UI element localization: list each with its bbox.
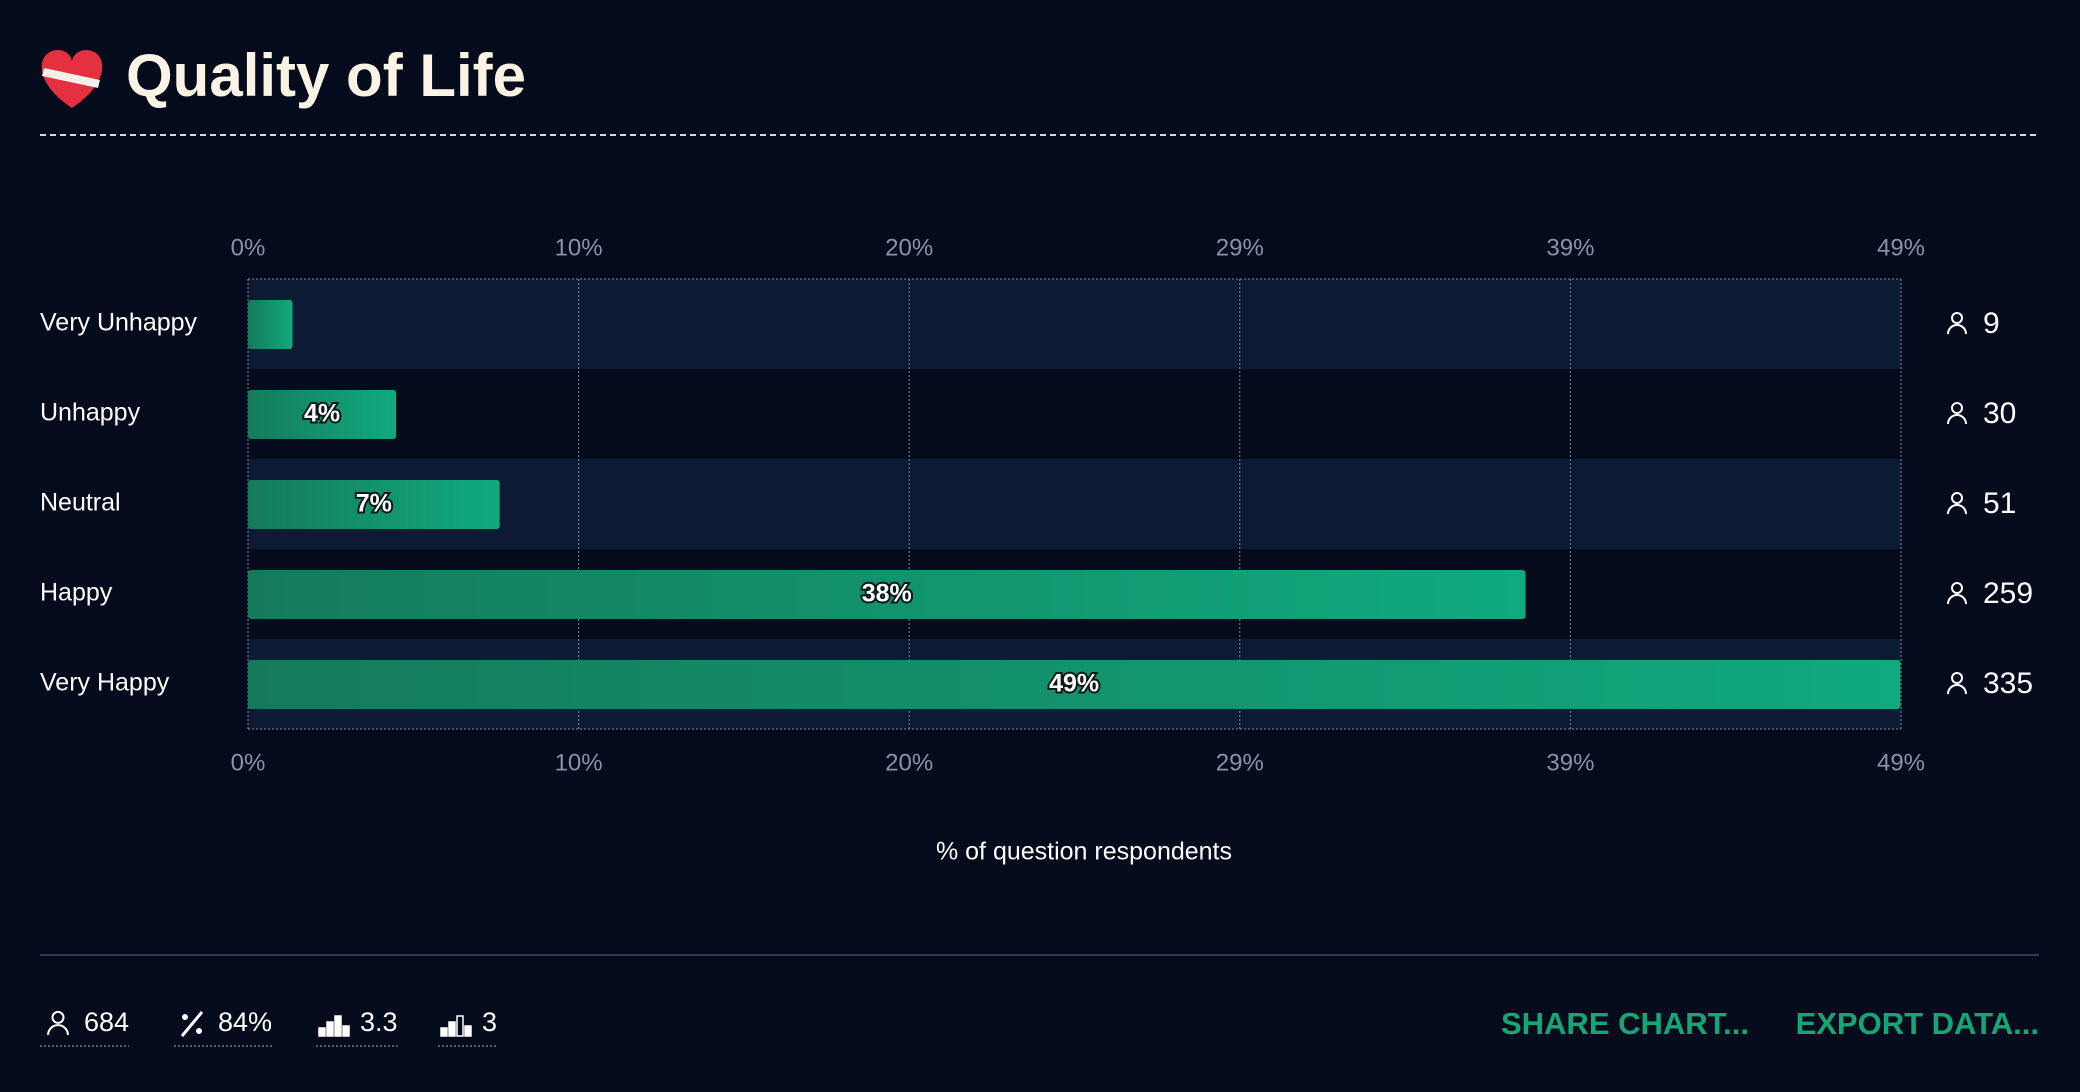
x-tick-label: 10% [555,749,603,776]
footer-stat: 684 [84,1007,129,1037]
x-tick-label: 49% [1877,749,1925,776]
value-label: 7% [356,490,392,518]
bar [248,480,500,529]
title: Quality of Life [126,42,526,109]
category-label: Unhappy [40,399,141,427]
x-tick-label: 0% [231,749,266,776]
x-tick-label: 20% [885,234,933,261]
x-tick-label: 39% [1546,234,1594,261]
person-icon [1951,672,1963,684]
respondent-count: 51 [1983,487,2016,520]
value-label: 49% [1049,670,1099,698]
stat-icon [342,1025,350,1037]
x-tick-label: 0% [231,234,266,261]
respondent-count: 30 [1983,397,2016,430]
value-label: 4% [304,400,340,428]
stat-icon [440,1027,448,1037]
stat-icon [456,1015,464,1037]
category-label: Neutral [40,489,121,517]
person-icon [1947,324,1967,335]
footer-stat: 84% [218,1007,272,1037]
x-tick-label: 39% [1546,749,1594,776]
action-button[interactable]: SHARE CHART... [1501,1006,1749,1041]
bar [248,660,1901,709]
stat-icon [326,1021,334,1037]
percent-icon [196,1028,202,1034]
person-icon [1951,582,1963,594]
x-tick-label: 10% [555,234,603,261]
x-tick-label: 20% [885,749,933,776]
x-tick-label: 29% [1216,234,1264,261]
person-icon [1947,684,1967,695]
percent-icon [182,1014,188,1020]
footer-stat: 3 [482,1007,497,1037]
stat-icon [464,1025,472,1037]
bar [248,570,1526,619]
category-label: Happy [40,579,113,607]
person-icon [1951,312,1963,324]
person-icon [1951,402,1963,414]
title-icon [41,50,103,108]
person-icon [47,1024,69,1036]
category-label: Very Unhappy [40,309,198,337]
value-label: 38% [862,580,912,608]
respondent-count: 9 [1983,307,2000,340]
x-tick-label: 49% [1877,234,1925,261]
person-icon [1947,594,1967,605]
person-icon [1951,492,1963,504]
person-icon [1947,504,1967,515]
percent-icon [180,1011,204,1037]
person-icon [1947,414,1967,425]
action-button[interactable]: EXPORT DATA... [1796,1006,2039,1041]
respondent-count: 335 [1983,667,2033,700]
stat-icon [448,1021,456,1037]
x-tick-label: 29% [1216,749,1264,776]
bar [248,390,397,439]
stat-icon [318,1027,326,1037]
row-band [248,279,1901,369]
row-band [248,459,1901,549]
bar [248,300,293,349]
footer-stat: 3.3 [360,1007,398,1037]
respondent-count: 259 [1983,577,2033,610]
stat-icon [334,1015,342,1037]
x-axis-label: % of question respondents [936,838,1232,866]
category-label: Very Happy [40,669,170,697]
person-icon [51,1010,65,1024]
